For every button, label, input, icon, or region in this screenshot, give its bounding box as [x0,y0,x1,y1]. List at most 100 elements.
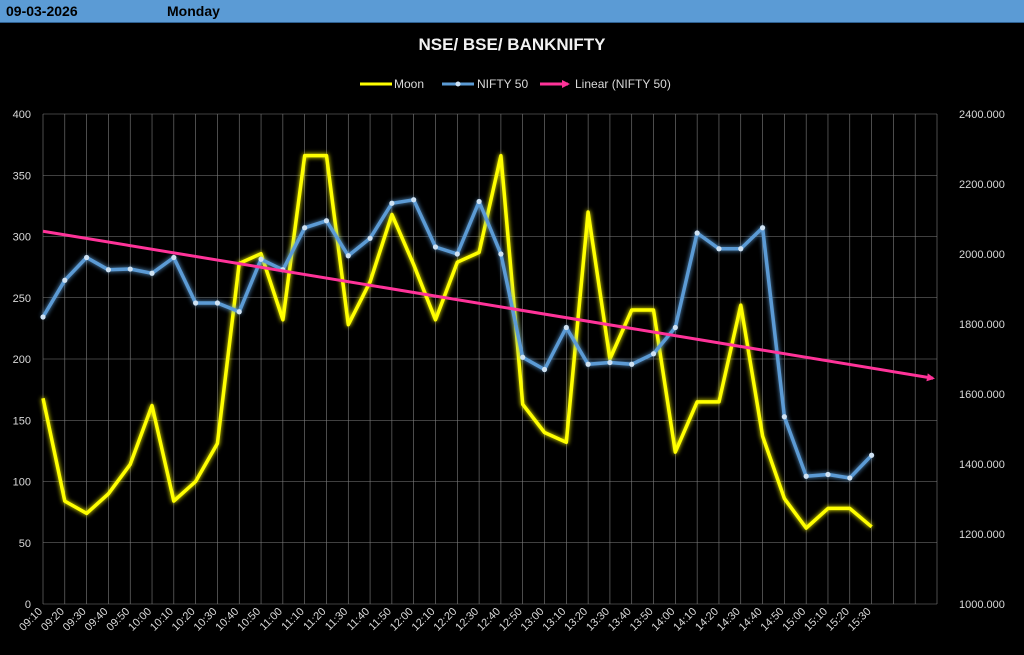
data-point-nifty [62,277,68,283]
y-left-tick-label: 100 [13,477,31,489]
data-point-nifty [258,256,264,262]
x-tick-label: 15:00 [780,606,808,634]
data-point-nifty [40,314,46,320]
y-left-tick-label: 200 [13,354,31,366]
x-tick-label: 10:40 [213,606,241,634]
y-left-tick-label: 150 [13,415,31,427]
data-point-nifty [541,366,548,373]
legend-marker-nifty [455,81,461,87]
chart-title: NSE/ BSE/ BANKNIFTY [418,35,606,54]
x-tick-label: 14:00 [650,606,678,634]
y-left-tick-label: 400 [13,109,31,121]
header-day: Monday [167,3,220,19]
x-tick-label: 11:50 [367,606,394,633]
y-right-tick-label: 2400.000 [959,109,1005,121]
legend-label-linear: Linear (NIFTY 50) [575,77,671,91]
y-left-tick-label: 50 [19,538,31,550]
data-point-nifty [868,452,875,458]
x-tick-label: 11:40 [345,606,372,633]
data-point-nifty [171,254,177,261]
data-point-nifty [323,218,330,224]
x-tick-label: 12:50 [497,606,525,634]
y-right-tick-label: 1200.000 [959,529,1005,541]
x-tick-label: 13:40 [606,606,634,634]
x-tick-label: 14:20 [693,606,721,634]
y-right-tick-label: 1600.000 [959,389,1005,401]
x-tick-label: 15:30 [846,606,874,634]
x-tick-label: 09:40 [83,606,111,634]
x-tick-label: 12:00 [388,606,416,634]
data-point-nifty [803,473,809,479]
x-tick-label: 11:20 [301,606,328,633]
x-tick-label: 10:10 [148,606,176,634]
x-tick-label: 15:10 [802,606,830,634]
x-tick-label: 14:40 [737,606,765,634]
data-point-nifty [454,251,460,257]
x-tick-label: 14:10 [671,606,699,634]
x-tick-label: 13:00 [519,606,547,634]
data-point-nifty [84,254,90,261]
x-tick-label: 09:30 [61,606,89,634]
data-point-nifty [563,324,569,331]
data-point-nifty [498,251,504,257]
x-tick-label: 09:50 [104,606,132,634]
y-right-tick-label: 1400.000 [959,459,1005,471]
x-tick-label: 13:10 [540,606,568,634]
data-point-nifty [236,309,242,315]
y-right-tick-label: 2200.000 [959,179,1005,191]
x-tick-label: 12:10 [410,606,438,634]
x-tick-label: 09:20 [39,606,67,634]
legend-item-nifty: NIFTY 50 [442,77,528,91]
x-tick-label: 12:20 [431,606,459,634]
x-tick-label: 12:30 [453,606,481,634]
x-tick-label: 11:10 [279,606,306,633]
data-point-nifty [476,198,482,205]
x-tick-label: 11:00 [258,606,285,633]
data-point-nifty [759,225,766,231]
data-point-nifty [716,246,722,252]
data-point-nifty [193,300,199,306]
y-right-tick-label: 1800.000 [959,319,1005,331]
x-tick-label: 13:30 [584,606,612,634]
y-left-tick-label: 250 [13,293,31,305]
data-point-nifty [345,253,351,259]
x-tick-label: 14:30 [715,606,743,634]
series-line-moon [41,153,873,530]
data-point-nifty [302,225,308,231]
x-tick-label: 10:50 [235,606,263,634]
data-point-nifty [127,266,133,272]
legend-label-nifty: NIFTY 50 [477,77,528,91]
x-tick-label: 10:30 [192,606,220,634]
data-point-nifty [585,361,591,367]
data-point-nifty [847,475,853,481]
y-right-tick-label: 2000.000 [959,249,1005,261]
x-tick-label: 10:20 [170,606,198,634]
data-point-nifty [694,230,700,236]
legend-item-moon: Moon [360,77,424,91]
y-left-tick-label: 350 [13,170,31,182]
data-point-nifty [214,300,221,306]
legend-label-moon: Moon [394,77,424,91]
data-point-nifty [411,197,417,203]
data-point-nifty [781,414,787,420]
data-point-nifty [607,359,613,366]
header-bar: 09-03-2026 Monday [0,0,1024,23]
y-right-tick-label: 1000.000 [959,599,1005,611]
y-left-tick-label: 300 [13,232,31,244]
legend-item-linear: Linear (NIFTY 50) [540,77,671,91]
data-point-nifty [432,244,439,250]
x-tick-label: 15:20 [824,606,852,634]
header-date: 09-03-2026 [6,3,78,19]
x-tick-label: 13:20 [562,606,590,634]
data-point-nifty [367,235,373,241]
data-point-nifty [520,354,526,360]
x-tick-label: 13:50 [628,606,656,634]
y-left-tick-label: 0 [25,599,31,611]
data-point-nifty [672,324,678,331]
legend: Moon NIFTY 50 Linear (NIFTY 50) [360,77,671,91]
data-point-nifty [629,361,635,367]
data-point-nifty [738,246,744,252]
x-tick-label: 10:00 [126,606,154,634]
trendline-linear-nifty [42,229,935,382]
data-point-nifty [389,200,395,206]
